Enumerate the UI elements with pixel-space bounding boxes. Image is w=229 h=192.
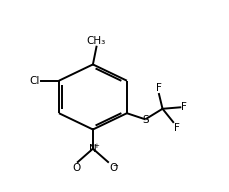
Text: CH₃: CH₃ — [87, 36, 106, 46]
Text: Cl: Cl — [30, 76, 40, 86]
Text: −: − — [112, 163, 117, 169]
Text: O: O — [109, 163, 117, 173]
Text: O: O — [72, 163, 80, 173]
Text: F: F — [155, 83, 161, 93]
Text: S: S — [141, 115, 148, 125]
Text: +: + — [93, 143, 99, 149]
Text: N: N — [89, 144, 96, 154]
Text: F: F — [173, 123, 179, 133]
Text: F: F — [180, 102, 186, 112]
